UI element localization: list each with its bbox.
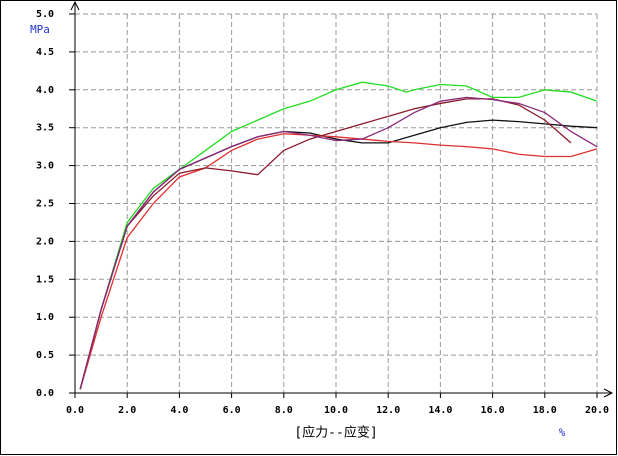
x-tick-label: 16.0 bbox=[481, 405, 505, 416]
line-series bbox=[79, 81, 598, 390]
x-tick-label: 6.0 bbox=[223, 405, 241, 416]
x-tick-label: 18.0 bbox=[533, 405, 557, 416]
y-tick-label: 4.0 bbox=[36, 85, 54, 96]
x-tick-label: 20.0 bbox=[585, 405, 609, 416]
y-tick-label: 1.0 bbox=[36, 312, 54, 323]
x-tick-label: 10.0 bbox=[324, 405, 348, 416]
x-tick-label: 4.0 bbox=[170, 405, 188, 416]
y-axis-label: MPa bbox=[30, 23, 50, 36]
y-tick-label: 1.5 bbox=[36, 274, 54, 285]
y-tick-label: 4.5 bbox=[36, 47, 54, 58]
x-tick-label: 12.0 bbox=[376, 405, 400, 416]
line-series bbox=[79, 98, 572, 390]
y-tick-label: 0.5 bbox=[36, 350, 54, 361]
x-tick-label: 0.0 bbox=[66, 405, 84, 416]
y-axis bbox=[70, 0, 80, 393]
line-series bbox=[79, 133, 598, 390]
x-axis-label: [应力--应变] bbox=[294, 425, 377, 441]
x-tick-label: 8.0 bbox=[275, 405, 293, 416]
y-tick-label: 3.5 bbox=[36, 123, 54, 134]
x-tick-label: 14.0 bbox=[428, 405, 452, 416]
y-tick-label: 0.0 bbox=[36, 388, 54, 399]
x-unit-label: % bbox=[559, 426, 566, 439]
y-tick-label: 3.0 bbox=[36, 161, 54, 172]
y-tick-label: 2.5 bbox=[36, 199, 54, 210]
line-series bbox=[79, 96, 598, 390]
x-axis bbox=[75, 388, 614, 398]
x-tick-label: 2.0 bbox=[118, 405, 136, 416]
y-tick-label: 2.0 bbox=[36, 236, 54, 247]
y-tick-label: 5.0 bbox=[36, 9, 54, 20]
line-series bbox=[79, 119, 598, 390]
